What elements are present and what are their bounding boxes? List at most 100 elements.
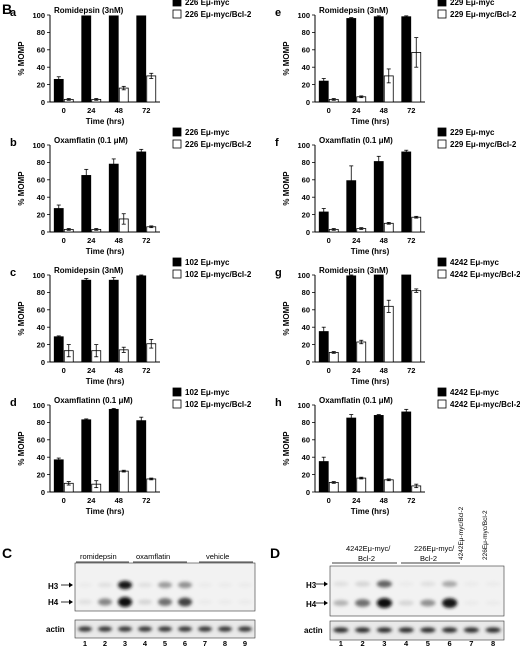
chart-e-xlabel: Time (hrs) xyxy=(351,117,390,126)
blot-d-arrowhead-h3 xyxy=(324,581,328,587)
chart-a-category-label: 72 xyxy=(142,106,150,115)
blot-c-arrowhead-h3 xyxy=(69,582,73,588)
chart-g-ytick-label: 20 xyxy=(302,340,310,349)
chart-h-ytick-label: 100 xyxy=(297,401,310,410)
chart-c-legend-label: 102 Eμ-myc xyxy=(185,258,230,267)
chart-f: f Oxamflatin (0.1 μM) 0 20 40 60 80 100 % MOMP 0 2… xyxy=(275,127,517,256)
chart-h-bar xyxy=(383,479,394,493)
chart-c-category-label: 24 xyxy=(87,366,96,375)
chart-a-category-label: 0 xyxy=(62,106,66,115)
chart-b: b Oxamflatin (0.1 μM) 0 20 40 60 80 100 % MOMP 0 2… xyxy=(10,127,252,256)
chart-a-bar xyxy=(108,15,119,103)
chart-a-bar xyxy=(53,78,64,103)
chart-b-ytick-label: 20 xyxy=(37,210,45,219)
chart-d-ytick-label: 100 xyxy=(32,401,45,410)
blot-c-row-h4: H4 xyxy=(48,598,59,607)
chart-h-xlabel: Time (hrs) xyxy=(351,507,390,516)
chart-g-bar xyxy=(373,274,384,363)
chart-b-category-label: 48 xyxy=(115,236,123,245)
blot-d-group-2-line1: 226Eμ-myc/ xyxy=(414,544,455,553)
blot-d-band-actin xyxy=(355,627,371,633)
blot-c-band-h4 xyxy=(238,599,252,605)
chart-e-ytick-label: 80 xyxy=(302,28,310,37)
blot-c-group-romidepsin: romidepsin xyxy=(80,552,117,561)
chart-d-ylabel: % MOMP xyxy=(17,431,26,466)
chart-a-bar xyxy=(146,75,157,103)
chart-c-ytick-label: 0 xyxy=(41,358,45,367)
blot-d-band-h3 xyxy=(463,581,479,587)
chart-c-category-label: 0 xyxy=(62,366,66,375)
panel-label-b: B xyxy=(2,1,12,17)
blot-d-rotated-label-2: 226Eμ-myc/Bcl-2 xyxy=(482,510,489,560)
chart-b-panel-label: b xyxy=(10,137,17,149)
chart-d-ytick-label: 40 xyxy=(37,453,45,462)
blot-c-arrowhead-h4 xyxy=(69,599,73,605)
chart-h-bar xyxy=(401,411,412,493)
chart-e-category-label: 24 xyxy=(352,106,361,115)
chart-f-bar xyxy=(373,161,384,233)
chart-h-category-label: 72 xyxy=(407,496,415,505)
chart-c-ytick-label: 40 xyxy=(37,323,45,332)
chart-h-ytick-label: 40 xyxy=(302,453,310,462)
blot-d-lane-label: 2 xyxy=(361,639,365,648)
blot-c-band-actin xyxy=(118,626,132,632)
chart-h: h Oxamflatin (0.1 μM) 0 20 40 60 80 100 % MOMP 0 2… xyxy=(275,387,520,516)
chart-a-legend-swatch xyxy=(172,9,182,19)
chart-e-legend-label: 229 Eμ-myc xyxy=(450,0,495,7)
chart-d-bar xyxy=(118,470,129,493)
chart-e-category-label: 48 xyxy=(380,106,388,115)
chart-c-bar xyxy=(53,336,64,363)
chart-c-category-label: 48 xyxy=(115,366,123,375)
chart-f-title: Oxamflatin (0.1 μM) xyxy=(319,136,393,145)
chart-d-title: Oxamflatinn (0.1 μM) xyxy=(54,396,133,405)
chart-g-legend-label: 4242 Eμ-myc/Bcl-2 xyxy=(450,270,520,279)
blot-d-band-h4 xyxy=(485,600,501,606)
chart-h-title: Oxamflatin (0.1 μM) xyxy=(319,396,393,405)
chart-d-panel-label: d xyxy=(10,397,17,409)
blot-d-band-h4 xyxy=(333,599,349,607)
blot-c-band-h4 xyxy=(178,597,192,607)
chart-a-category-label: 48 xyxy=(115,106,123,115)
chart-e-ytick-label: 100 xyxy=(297,11,310,20)
blot-c-band-h3 xyxy=(218,582,232,588)
blot-c-band-h4 xyxy=(118,597,132,607)
blot-c-band-actin xyxy=(78,626,92,632)
chart-c-title: Romidepsin (3nM) xyxy=(54,266,124,275)
chart-h-legend-label: 4242 Eμ-myc/Bcl-2 xyxy=(450,400,520,409)
chart-f-ytick-label: 60 xyxy=(302,176,310,185)
chart-f-ytick-label: 0 xyxy=(306,228,310,237)
chart-b-xlabel: Time (hrs) xyxy=(86,247,125,256)
chart-b-bar xyxy=(136,151,147,233)
chart-f-ylabel: % MOMP xyxy=(282,171,291,206)
chart-h-ytick-label: 80 xyxy=(302,418,310,427)
chart-a-legend-label: 226 Eμ-myc xyxy=(185,0,230,7)
chart-e-bar xyxy=(373,16,384,103)
chart-d-ytick-label: 0 xyxy=(41,488,45,497)
blot-d-group-1-line1: 4242Eμ-myc/ xyxy=(346,544,391,553)
chart-b-category-label: 72 xyxy=(142,236,150,245)
chart-b-ytick-label: 40 xyxy=(37,193,45,202)
bar-charts: a Romidepsin (3nM) 0 20 40 60 80 100 % MOMP 0 24 48… xyxy=(10,0,520,516)
blot-d-lane-label: 3 xyxy=(382,639,386,648)
chart-f-category-label: 72 xyxy=(407,236,415,245)
chart-f-bar xyxy=(401,151,412,233)
blot-d-lane-label: 4 xyxy=(404,639,409,648)
chart-c-ytick-label: 100 xyxy=(32,271,45,280)
chart-f-ytick-label: 100 xyxy=(297,141,310,150)
blot-d-band-actin xyxy=(420,627,436,633)
chart-b-legend-swatch xyxy=(172,127,182,137)
chart-d-bar xyxy=(136,420,147,493)
chart-e-category-label: 0 xyxy=(327,106,331,115)
blot-d-row-actin: actin xyxy=(304,626,323,635)
chart-e: e Romidepsin (3nM) 0 20 40 60 80 100 % MOMP 0 24 48… xyxy=(275,0,517,126)
blot-d-membrane-histone xyxy=(329,565,505,617)
chart-c-ytick-label: 20 xyxy=(37,340,45,349)
chart-d-bar xyxy=(81,419,92,493)
chart-b-ytick-label: 100 xyxy=(32,141,45,150)
chart-b-category-label: 24 xyxy=(87,236,96,245)
chart-a-xlabel: Time (hrs) xyxy=(86,117,125,126)
chart-d-bar xyxy=(146,478,157,493)
blot-c-band-actin xyxy=(218,626,232,632)
chart-a: a Romidepsin (3nM) 0 20 40 60 80 100 % MOMP 0 24 48… xyxy=(10,0,252,126)
chart-e-ytick-label: 40 xyxy=(302,63,310,72)
